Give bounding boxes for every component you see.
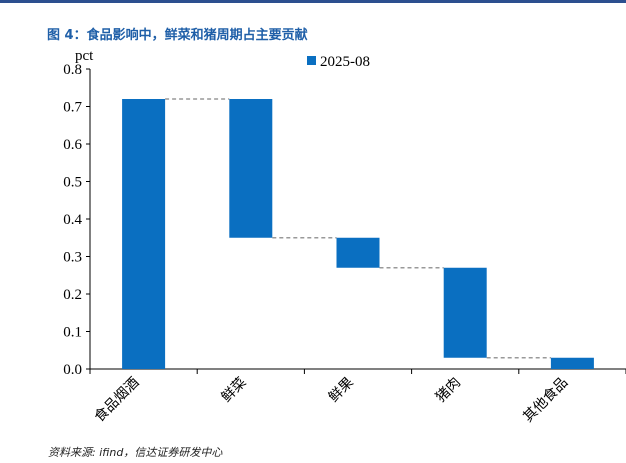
bar-5 [550,357,594,369]
y-axis-unit: pct [75,48,94,64]
y-tick-label: 0.4 [63,212,82,228]
figure-title: 图 4：食品影响中，鲜菜和猪周期占主要贡献 [47,28,308,43]
category-labels: 食品烟酒 鲜菜 鲜果 猪肉 其他食品 [91,374,571,426]
x-category-label: 鲜菜 [219,375,250,406]
bar-3 [336,237,380,268]
legend-label: 2025-08 [320,54,370,70]
y-tick-label: 0.0 [63,362,82,378]
x-category-label: 食品烟酒 [91,374,143,426]
bar-4 [443,267,487,358]
source-note: 资料来源: ifind，信达证券研发中心 [48,446,223,459]
x-category-label: 其他食品 [520,374,572,426]
top-border-line [0,0,626,3]
y-tick-label: 0.8 [63,62,82,78]
bars [122,99,594,369]
x-category-label: 猪肉 [433,375,464,406]
x-category-label: 鲜果 [326,375,357,406]
connector-lines [165,98,551,359]
y-tick-label: 0.3 [63,250,82,266]
legend-swatch [307,56,316,65]
y-tick-label: 0.5 [63,175,82,191]
y-tick-label: 0.2 [63,287,82,303]
axes: 0.0 0.1 0.2 0.3 0.4 0.5 0.6 0.7 0.8 [63,62,626,378]
y-tick-label: 0.1 [63,325,82,341]
bar-1 [122,99,166,369]
bar-2 [229,99,273,238]
y-tick-label: 0.6 [63,137,82,153]
y-tick-label: 0.7 [63,100,82,116]
legend: 2025-08 [307,54,370,70]
